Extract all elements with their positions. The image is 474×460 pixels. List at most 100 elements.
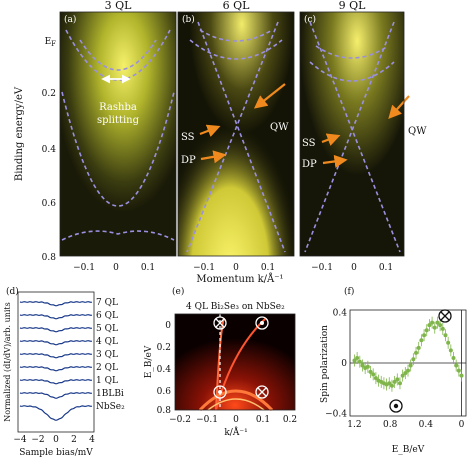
ytick-f: −0.4 <box>325 409 347 419</box>
spin-point <box>389 383 394 388</box>
spin-point <box>406 368 410 373</box>
spin-point <box>408 363 413 368</box>
ytick-0.8: 0.8 <box>42 253 57 263</box>
panel-a-label: (a) <box>64 14 76 25</box>
sts-labels: 7 QL 6 QL 5 QL 4 QL 3 QL 2 QL 1 QL 1BLBi NbSe₂ <box>96 298 125 412</box>
panel-f-ylabel: Spin polarization <box>320 325 330 403</box>
spin-point <box>357 359 362 364</box>
sts-curve <box>19 405 93 421</box>
spin-point <box>438 323 443 328</box>
panel-e-image <box>175 314 295 410</box>
sts-curve <box>19 301 93 307</box>
spin-point <box>422 333 427 338</box>
panel-c-qw: QW <box>408 126 427 137</box>
panel-b-dp: DP <box>181 155 196 166</box>
panel-d-label: (d) <box>6 286 19 297</box>
spin-point <box>427 323 432 328</box>
panel-a-band-bottom <box>61 230 175 241</box>
ytick-0.6: 0.6 <box>42 199 57 209</box>
ytick-ef: EF <box>45 37 57 48</box>
panel-c-ss-left <box>309 21 401 253</box>
sts-curve <box>19 340 93 346</box>
xtick-d-4: 2 <box>71 435 77 445</box>
ytick-e-5: 0.8 <box>157 406 172 416</box>
panel-b-qw-2 <box>199 29 273 42</box>
panel-f-xlabel: E_B/eV <box>392 445 425 455</box>
panel-c-qw-2 <box>315 45 389 59</box>
ytick-e-4: 0.6 <box>157 387 172 397</box>
spin-point <box>392 379 397 384</box>
panel-c-title: 9 QL <box>339 0 367 12</box>
xtick-d-1: −4 <box>13 435 27 445</box>
panel-b-lower-cone <box>178 12 294 256</box>
xtick-d-3: 0 <box>53 435 59 445</box>
sts-curve-label: 4 QL <box>96 337 118 347</box>
ytick-e-1: 0 <box>165 321 171 331</box>
panel-a: 3 QL Rashba splitting (a) <box>59 0 177 257</box>
xtick-c-2: 0 <box>351 263 357 273</box>
sts-curve <box>19 353 93 359</box>
panel-d-xlabel: Sample bias/mV <box>19 448 93 458</box>
xtick-f: 0 <box>459 420 465 430</box>
panel-b-ss-right <box>186 21 279 253</box>
spin-point <box>368 369 373 374</box>
spin-point <box>416 345 421 350</box>
sts-curve-label: 2 QL <box>96 363 118 373</box>
xtick-c-1: −0.1 <box>311 263 333 273</box>
sts-curve-label: 5 QL <box>96 324 118 334</box>
xtick-f: 0.8 <box>383 420 398 430</box>
panel-b-ss-left <box>197 21 286 253</box>
xtick-d-5: 4 <box>89 435 95 445</box>
panel-e-label: (e) <box>172 286 184 297</box>
panel-b-qw: QW <box>270 122 289 133</box>
spin-point <box>397 381 402 386</box>
xtick-a-3: 0.1 <box>141 263 155 273</box>
spin-point <box>355 355 360 360</box>
spin-point <box>451 355 456 360</box>
panel-c: 9 QL (c) QW SS DP <box>299 0 427 257</box>
spin-point <box>424 328 429 333</box>
spin-symbols-e <box>213 316 269 399</box>
panel-d-ylabel: Normalized (dI/dV)/arb. units <box>3 302 12 422</box>
panel-a-band-inner <box>79 39 157 71</box>
sts-curve <box>19 327 93 333</box>
ytick-e-2: 0.2 <box>157 343 171 353</box>
spin-point <box>443 333 448 338</box>
xtick-b-2: 0 <box>233 263 239 273</box>
panel-e: (e) 4 QL Bi₂Se₃ on NbSe₂ 0 0.2 0.4 0.6 0… <box>144 286 297 438</box>
xtick-a-1: −0.1 <box>73 263 95 273</box>
xtick-e-5: 0.2 <box>283 415 297 425</box>
spin-point <box>430 320 435 325</box>
sts-curve <box>19 392 93 399</box>
xtick-a-2: 0 <box>113 263 119 273</box>
xtick-e-1: −0.2 <box>169 415 191 425</box>
spin-point <box>411 357 416 362</box>
panel-e-ylabel: E_B/eV <box>144 345 154 378</box>
spin-point <box>419 338 424 343</box>
sts-curves <box>19 301 93 421</box>
xtick-b-1: −0.1 <box>193 263 215 273</box>
xtick-f: 0.4 <box>419 420 434 430</box>
xtick-e-4: 0.1 <box>256 415 270 425</box>
spin-point <box>459 373 464 378</box>
sts-curve <box>19 366 93 372</box>
spin-point <box>371 372 376 377</box>
panel-f-label: (f) <box>344 286 354 297</box>
panel-e-xlabel: k/Å⁻¹ <box>224 426 247 438</box>
spin-point <box>432 325 437 330</box>
spin-point <box>414 350 419 355</box>
xtick-e-3: 0 <box>233 415 239 425</box>
spin-point <box>360 363 365 368</box>
spin-point <box>395 377 400 382</box>
panel-c-dp: DP <box>302 159 317 170</box>
spin-point <box>435 320 440 325</box>
spin-point <box>400 373 405 378</box>
panel-c-ss-right <box>304 21 395 253</box>
spin-points <box>352 316 464 392</box>
panel-d: (d) 7 QL 6 QL 5 QL 4 QL 3 QL 2 QL 1 QL 1BLBi NbS… <box>3 286 125 458</box>
top-y-ticks: EF 0.2 0.4 0.6 0.8 <box>42 37 57 263</box>
panel-b-label: (b) <box>182 14 195 25</box>
xtick-c-3: 0.1 <box>379 263 393 273</box>
panel-f: (f) 0.4 0 −0.41.2 0.8 0.4 0 Spin polarization… <box>320 286 467 455</box>
